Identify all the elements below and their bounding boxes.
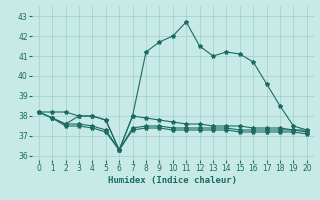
X-axis label: Humidex (Indice chaleur): Humidex (Indice chaleur) — [108, 176, 237, 185]
